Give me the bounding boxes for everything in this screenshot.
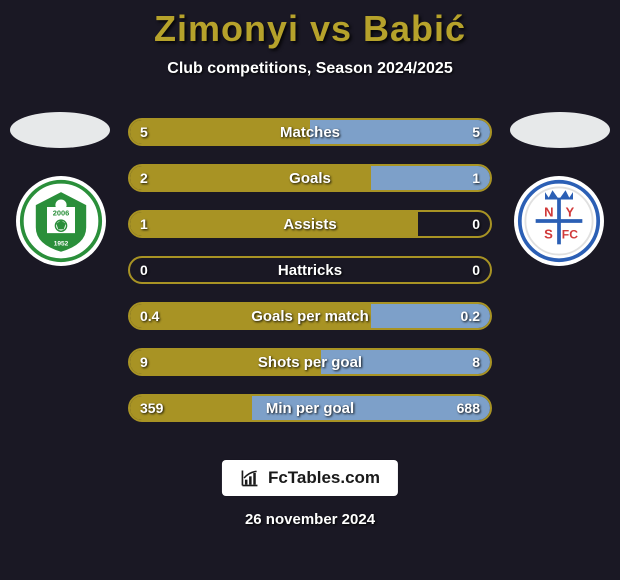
svg-text:S: S — [544, 227, 553, 242]
stat-label: Hattricks — [130, 258, 490, 282]
stat-row: Shots per goal9 8 — [128, 348, 492, 376]
club-badge-left-icon: 2006 1952 — [19, 179, 103, 263]
brand-badge: FcTables.com — [222, 460, 398, 496]
stat-row: Assists1 0 — [128, 210, 492, 238]
stat-label: Goals — [130, 166, 490, 190]
stat-row: Goals2 1 — [128, 164, 492, 192]
stat-value-right: 8 — [472, 350, 480, 374]
stat-row: Matches5 5 — [128, 118, 492, 146]
bar-chart-icon — [240, 468, 260, 488]
stat-value-left: 9 — [140, 350, 148, 374]
stat-label: Goals per match — [130, 304, 490, 328]
svg-text:Y: Y — [566, 204, 575, 219]
stat-row: Hattricks0 0 — [128, 256, 492, 284]
stat-value-right: 1 — [472, 166, 480, 190]
stat-value-left: 359 — [140, 396, 163, 420]
stat-value-left: 0.4 — [140, 304, 159, 328]
brand-text: FcTables.com — [268, 468, 380, 488]
player-left-shadow — [10, 112, 110, 148]
stat-value-right: 0.2 — [461, 304, 480, 328]
stat-row: Goals per match0.4 0.2 — [128, 302, 492, 330]
club-badge-right-icon: N Y S FC — [517, 179, 601, 263]
stats-rows: Matches55Goals21Assists10Hattricks00Goal… — [128, 118, 492, 422]
svg-text:2006: 2006 — [53, 208, 70, 217]
comparison-card: Zimonyi vs Babić Club competitions, Seas… — [0, 0, 620, 580]
svg-text:1952: 1952 — [54, 240, 69, 247]
stat-label: Shots per goal — [130, 350, 490, 374]
stat-label: Assists — [130, 212, 490, 236]
stat-label: Matches — [130, 120, 490, 144]
svg-text:N: N — [544, 204, 553, 219]
svg-text:FC: FC — [562, 228, 578, 242]
stat-value-right: 688 — [457, 396, 480, 420]
club-badge-right: N Y S FC — [514, 176, 604, 266]
subtitle: Club competitions, Season 2024/2025 — [0, 60, 620, 78]
stat-value-right: 0 — [472, 212, 480, 236]
stat-value-left: 0 — [140, 258, 148, 282]
page-title: Zimonyi vs Babić — [0, 8, 620, 50]
stat-label: Min per goal — [130, 396, 490, 420]
stat-value-left: 1 — [140, 212, 148, 236]
stat-value-right: 5 — [472, 120, 480, 144]
date-text: 26 november 2024 — [0, 511, 620, 528]
stat-value-right: 0 — [472, 258, 480, 282]
club-badge-left: 2006 1952 — [16, 176, 106, 266]
stat-value-left: 5 — [140, 120, 148, 144]
player-right-shadow — [510, 112, 610, 148]
stat-row: Min per goal359 688 — [128, 394, 492, 422]
stat-value-left: 2 — [140, 166, 148, 190]
